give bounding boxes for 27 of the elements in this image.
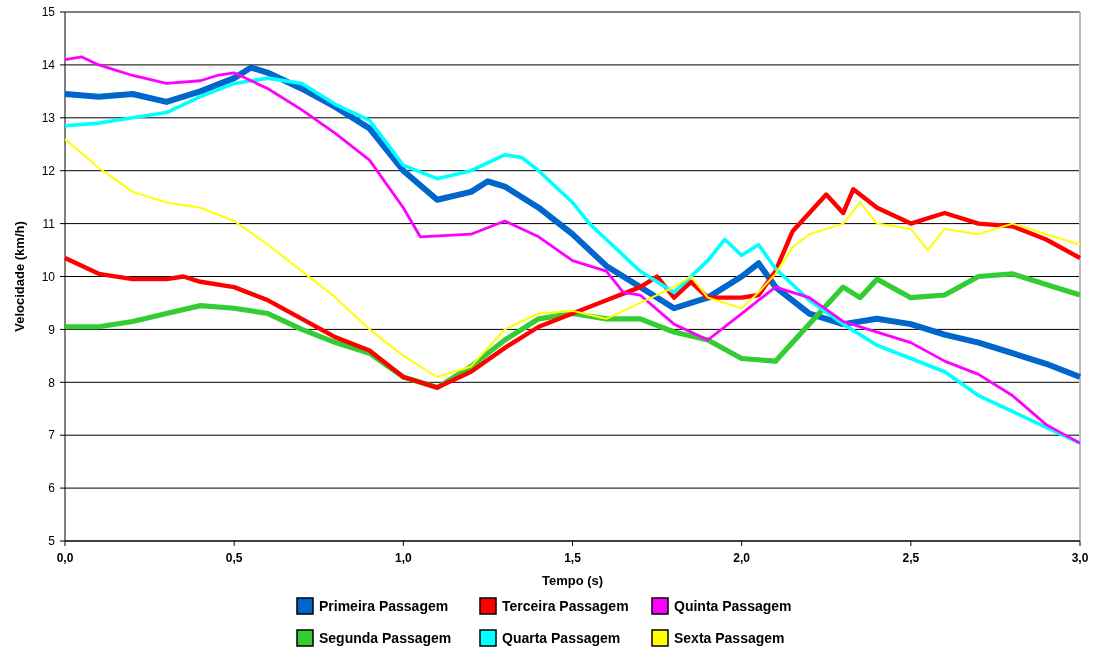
legend-label: Primeira Passagem	[319, 597, 449, 614]
y-tick-label: 8	[48, 375, 56, 390]
x-tick-label: 1,0	[394, 551, 412, 565]
x-tick-label: 1,5	[564, 551, 582, 565]
y-axis-title: Velocidade (km/h)	[12, 221, 27, 332]
y-tick-label: 9	[48, 322, 56, 337]
y-tick-label: 6	[48, 481, 56, 496]
y-tick-label: 15	[41, 5, 56, 20]
x-axis-title: Tempo (s)	[541, 573, 604, 588]
x-tick-label: 2,5	[902, 551, 920, 565]
legend-label: Sexta Passagem	[674, 629, 785, 646]
x-tick-label: 2,0	[733, 551, 751, 565]
y-tick-label: 13	[41, 111, 56, 125]
x-tick-label: 0,5	[225, 551, 243, 565]
legend-label: Segunda Passagem	[319, 629, 452, 646]
y-tick-label: 10	[41, 269, 56, 284]
legend-label: Quarta Passagem	[502, 629, 621, 646]
x-tick-label: 3,0	[1071, 551, 1089, 565]
y-tick-label: 7	[48, 428, 56, 443]
y-tick-label: 5	[48, 534, 56, 549]
y-tick-label: 11	[42, 216, 56, 231]
y-tick-label: 14	[41, 58, 56, 73]
legend-label: Quinta Passagem	[674, 597, 792, 614]
y-tick-label: 12	[41, 163, 56, 178]
legend-label: Terceira Passagem	[502, 597, 629, 614]
line-series	[62, 187, 1083, 390]
x-tick-label: 0,0	[56, 551, 74, 565]
